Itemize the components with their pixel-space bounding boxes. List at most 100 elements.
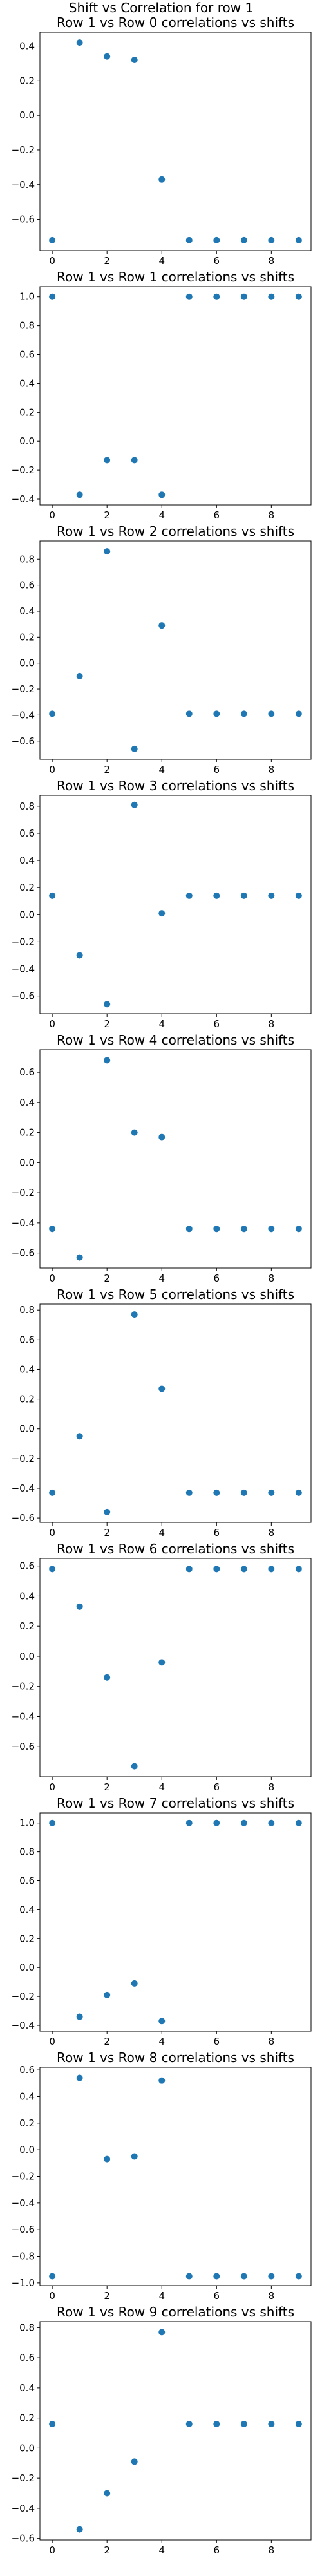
y-tick-label: 0.2 bbox=[19, 1127, 35, 1139]
subplot-3: Row 1 vs Row 3 correlations vs shifts 0 2 4… bbox=[12, 778, 312, 1030]
x-tick-label: 2 bbox=[104, 1781, 110, 1793]
x-tick-label: 6 bbox=[214, 1781, 220, 1793]
y-tick-label: 0.8 bbox=[19, 2322, 35, 2333]
x-tick-label: 0 bbox=[49, 2544, 55, 2556]
data-point bbox=[131, 1763, 138, 1770]
y-tick-label: 0.0 bbox=[19, 435, 35, 447]
x-tick-label: 2 bbox=[104, 255, 110, 267]
subplot-title: Row 1 vs Row 1 correlations vs shifts bbox=[57, 269, 294, 285]
plot-area bbox=[39, 1049, 312, 1269]
y-tick-label: 0.2 bbox=[19, 2412, 35, 2424]
data-point bbox=[158, 491, 166, 498]
subplot-title: Row 1 vs Row 4 correlations vs shifts bbox=[57, 1032, 294, 1048]
x-tick-label: 6 bbox=[214, 1527, 220, 1539]
y-tick-label: −0.2 bbox=[12, 2472, 35, 2484]
x-tick-label: 2 bbox=[104, 509, 110, 521]
y-tick-label: −0.2 bbox=[12, 683, 35, 695]
data-point bbox=[268, 2273, 275, 2280]
data-point bbox=[104, 1674, 111, 1681]
data-point bbox=[104, 1057, 111, 1064]
x-tick-label: 0 bbox=[49, 1273, 55, 1284]
data-point bbox=[213, 236, 220, 243]
data-point bbox=[158, 1659, 166, 1666]
y-tick-label: 0.2 bbox=[19, 1933, 35, 1944]
y-tick-label: 0.6 bbox=[19, 1560, 35, 1572]
data-point bbox=[104, 1001, 111, 1008]
data-point bbox=[240, 1566, 247, 1573]
y-tick-label: −0.2 bbox=[12, 936, 35, 947]
data-point bbox=[49, 710, 56, 717]
data-point bbox=[49, 2420, 56, 2427]
y-tick-label: 0.6 bbox=[19, 1334, 35, 1345]
plot-area bbox=[39, 540, 312, 760]
subplot-title: Row 1 vs Row 8 correlations vs shifts bbox=[57, 2050, 294, 2065]
y-tick-label: 0.6 bbox=[19, 1875, 35, 1887]
plot-area bbox=[39, 2067, 312, 2286]
y-tick-label: 0.6 bbox=[19, 349, 35, 361]
y-tick-label: 0.4 bbox=[19, 1590, 35, 1602]
y-tick-label: 0.8 bbox=[19, 553, 35, 565]
x-tick-label: 0 bbox=[49, 1018, 55, 1030]
y-tick-label: −0.2 bbox=[12, 144, 35, 156]
data-point bbox=[104, 2155, 111, 2163]
data-point bbox=[240, 1819, 247, 1826]
data-point bbox=[295, 236, 302, 243]
data-point bbox=[185, 2420, 193, 2427]
data-point bbox=[295, 710, 302, 717]
x-tick-label: 4 bbox=[158, 1018, 165, 1030]
data-point bbox=[76, 2526, 83, 2533]
y-tick-label: 0.0 bbox=[19, 2144, 35, 2155]
subplot-title: Row 1 vs Row 3 correlations vs shifts bbox=[57, 778, 294, 793]
subplot-4: Row 1 vs Row 4 correlations vs shifts 0 2 4… bbox=[12, 1032, 312, 1284]
y-tick-label: 0.0 bbox=[19, 909, 35, 920]
y-tick-label: −0.4 bbox=[12, 2020, 35, 2031]
plot-area bbox=[39, 32, 312, 251]
y-tick-label: −0.2 bbox=[12, 1453, 35, 1464]
y-tick-label: 0.2 bbox=[19, 882, 35, 893]
data-point bbox=[295, 293, 302, 300]
data-point bbox=[213, 2273, 220, 2280]
y-tick-label: 0.8 bbox=[19, 800, 35, 812]
subplot-8: Row 1 vs Row 8 correlations vs shifts 0 2 4… bbox=[12, 2050, 312, 2302]
data-point bbox=[131, 745, 138, 752]
data-point bbox=[76, 39, 83, 46]
plot-area bbox=[39, 1812, 312, 2032]
y-tick-label: −0.6 bbox=[12, 990, 35, 1002]
x-tick-label: 4 bbox=[158, 509, 165, 521]
y-tick-label: −0.2 bbox=[12, 1991, 35, 2002]
data-point bbox=[158, 2018, 166, 2025]
data-point bbox=[76, 1603, 83, 1610]
data-point bbox=[213, 293, 220, 300]
data-point bbox=[240, 1226, 247, 1233]
data-point bbox=[268, 1819, 275, 1826]
data-point bbox=[185, 1819, 193, 1826]
x-tick-label: 2 bbox=[104, 1273, 110, 1284]
y-tick-label: 0.4 bbox=[19, 605, 35, 617]
data-point bbox=[104, 2490, 111, 2497]
data-point bbox=[295, 892, 302, 899]
y-tick-label: 0.0 bbox=[19, 2442, 35, 2454]
x-tick-label: 4 bbox=[158, 2036, 165, 2047]
data-point bbox=[158, 2329, 166, 2336]
x-tick-label: 0 bbox=[49, 1781, 55, 1793]
data-point bbox=[213, 1819, 220, 1826]
figure-suptitle: Shift vs Correlation for row 1 bbox=[69, 0, 253, 15]
x-tick-label: 2 bbox=[104, 764, 110, 775]
y-tick-label: −0.2 bbox=[12, 464, 35, 476]
x-tick-label: 0 bbox=[49, 1527, 55, 1539]
y-tick-label: 0.4 bbox=[19, 1904, 35, 1915]
y-tick-label: −0.4 bbox=[12, 179, 35, 191]
x-tick-label: 6 bbox=[214, 1018, 220, 1030]
x-tick-label: 6 bbox=[214, 2544, 220, 2556]
data-point bbox=[104, 548, 111, 555]
data-point bbox=[213, 1226, 220, 1233]
data-point bbox=[268, 2420, 275, 2427]
x-tick-label: 6 bbox=[214, 2036, 220, 2047]
y-tick-label: 0.2 bbox=[19, 2117, 35, 2129]
y-tick-label: −0.4 bbox=[12, 2503, 35, 2514]
data-point bbox=[295, 1566, 302, 1573]
data-point bbox=[268, 1489, 275, 1496]
data-point bbox=[268, 293, 275, 300]
subplot-title: Row 1 vs Row 5 correlations vs shifts bbox=[57, 1287, 294, 1302]
subplot-6: Row 1 vs Row 6 correlations vs shifts 0 2 4… bbox=[12, 1541, 312, 1793]
